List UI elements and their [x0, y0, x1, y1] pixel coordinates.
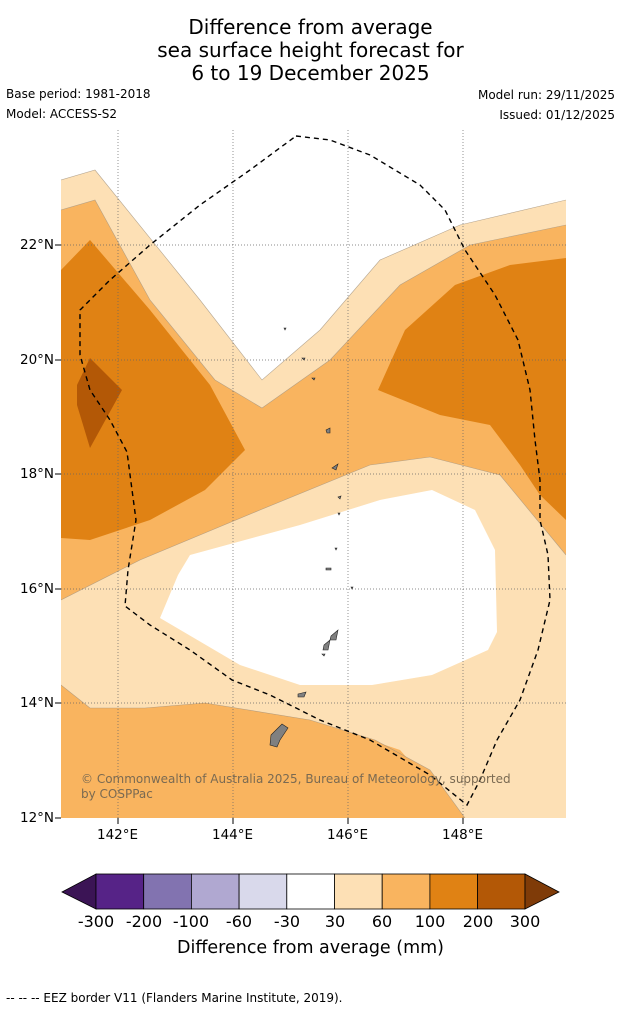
island-aguijan — [321, 653, 326, 657]
credit-line-2: by COSPPac — [81, 787, 153, 801]
island-pagan — [331, 463, 339, 471]
island-sarigan — [334, 547, 338, 551]
eez-legend: -- -- -- EEZ border V11 (Flanders Marine… — [6, 991, 343, 1005]
model-name: Model: ACCESS-S2 — [6, 107, 118, 121]
credit-line-1: © Commonwealth of Australia 2025, Bureau… — [81, 772, 511, 786]
island-agrihan — [325, 427, 331, 434]
colorbar-bin-200-300 — [477, 873, 526, 910]
colorbar-bin-60-100 — [381, 873, 431, 910]
colorbar-bin-30-60 — [334, 873, 383, 910]
title-line-3: 6 to 19 December 2025 — [191, 61, 430, 85]
lon-label-146e: 146°E — [327, 827, 369, 843]
contour-outlines — [61, 169, 566, 818]
lat-label-18n: 18°N — [20, 466, 55, 482]
colorbar-label: 60 — [371, 912, 393, 931]
axis-ticks — [55, 244, 464, 824]
colorbar-label: 200 — [462, 912, 494, 931]
colorbar-label: -200 — [125, 912, 163, 931]
island-farallon-de-pajaros — [283, 327, 287, 331]
chart-title: Difference from average sea surface heig… — [0, 16, 621, 85]
title-line-1: Difference from average — [188, 15, 433, 39]
lat-label-14n: 14°N — [20, 695, 55, 711]
lon-label-148e: 148°E — [442, 827, 484, 843]
colorbar-bin-neg200-neg100 — [143, 873, 192, 910]
lat-label-16n: 16°N — [20, 581, 55, 597]
colorbar-bin-neg60-neg30 — [238, 873, 288, 910]
contour-neutral-central — [160, 490, 497, 685]
island-tinian — [322, 639, 331, 651]
island-farallon-de-medinilla — [350, 586, 354, 590]
lon-label-142e: 142°E — [97, 827, 139, 843]
contour-60-100-south — [61, 685, 465, 818]
colorbar-bin-100-200 — [429, 873, 478, 910]
colorbar-bin-neg100-neg60 — [190, 873, 240, 910]
title-line-2: sea surface height forecast for — [157, 38, 464, 62]
contour-100-200-west — [61, 240, 245, 540]
lat-label-22n: 22°N — [20, 237, 55, 253]
colorbar-extend-low — [61, 873, 97, 910]
island-maug — [301, 357, 306, 361]
lon-label-144e: 144°E — [212, 827, 254, 843]
contour-100-200-east — [378, 258, 566, 520]
colorbar-extend-high — [524, 873, 560, 910]
model-run: Model run: 29/11/2025 — [477, 88, 615, 102]
base-period: Base period: 1981-2018 — [6, 87, 151, 101]
colorbar-label: -30 — [273, 912, 301, 931]
island-asuncion — [311, 377, 316, 381]
colorbar-title: Difference from average (mm) — [176, 938, 445, 958]
colorbar — [61, 873, 560, 910]
island-saipan — [329, 629, 339, 641]
contour-fill-layer — [61, 130, 566, 818]
contour-30-60-north — [61, 170, 566, 408]
colorbar-label: -100 — [172, 912, 210, 931]
colorbar-bin-neg30-30 — [286, 873, 335, 910]
island-rota — [297, 691, 307, 698]
colorbar-label: 30 — [324, 912, 346, 931]
issued-date: Issued: 01/12/2025 — [499, 108, 615, 122]
island-guguan — [337, 512, 341, 516]
island-anatahan — [325, 567, 332, 571]
island-guam — [269, 723, 289, 748]
colorbar-label: -60 — [225, 912, 253, 931]
islands-layer — [269, 327, 354, 748]
lat-label-20n: 20°N — [20, 352, 55, 368]
colorbar-label: -300 — [77, 912, 115, 931]
lat-label-12n: 12°N — [20, 810, 55, 826]
island-alamagan — [337, 495, 342, 500]
copyright-credit: © Commonwealth of Australia 2025, Bureau… — [81, 772, 511, 802]
colorbar-label: 300 — [509, 912, 541, 931]
colorbar-label: 100 — [414, 912, 446, 931]
contour-neutral-north — [61, 130, 566, 380]
colorbar-bin-neg300-neg200 — [95, 873, 145, 910]
